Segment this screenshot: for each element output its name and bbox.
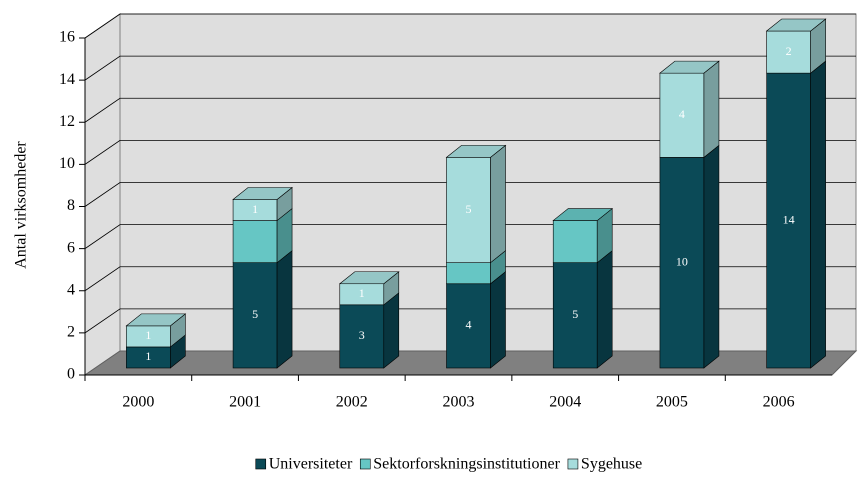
- data-label: 4: [466, 318, 472, 332]
- x-tick-label: 2005: [656, 394, 688, 411]
- bar-top: [552, 208, 614, 221]
- data-label: 1: [145, 328, 151, 342]
- bar-side: [596, 250, 613, 369]
- bar-side: [703, 60, 720, 158]
- legend-label: Sygehuse: [581, 456, 642, 473]
- data-label: 5: [466, 202, 472, 216]
- grid-line: [84, 13, 856, 39]
- legend-label: Sektorforskningsinstitutioner: [373, 456, 560, 473]
- y-tick-label: 4: [67, 281, 75, 298]
- legend-swatch: [359, 458, 371, 470]
- legend-label: Universiteter: [269, 456, 353, 473]
- bar-top: [125, 313, 187, 327]
- bar-top: [338, 271, 400, 285]
- y-tick-label: 16: [59, 29, 75, 46]
- bar-segment: [446, 157, 491, 263]
- y-tick-label: 8: [67, 197, 75, 214]
- data-label: 4: [679, 107, 685, 121]
- data-label: 1: [359, 286, 365, 300]
- data-label: 10: [676, 254, 688, 268]
- legend: Universiteter Sektorforskningsinstitution…: [255, 456, 642, 473]
- bar-segment: [339, 304, 385, 369]
- y-tick-label: 10: [59, 155, 75, 172]
- bar-segment: [766, 72, 811, 369]
- bar-side: [490, 144, 506, 264]
- x-tick-label: 2006: [763, 394, 795, 411]
- bar-segment: [446, 283, 491, 369]
- bar-top: [445, 145, 507, 158]
- bar-segment: [232, 220, 278, 263]
- bar-side: [383, 292, 400, 369]
- y-tick-label: 12: [59, 113, 75, 130]
- y-tick-label: 2: [67, 324, 75, 341]
- grid-line: [84, 182, 856, 207]
- bar-side: [490, 271, 506, 369]
- data-label: 5: [572, 307, 578, 321]
- bar-side: [810, 60, 826, 369]
- bar-segment: [552, 220, 598, 263]
- bar-top: [232, 187, 293, 200]
- bar-segment: [446, 262, 491, 285]
- x-tick-label: 2000: [122, 394, 154, 411]
- data-label: 3: [359, 328, 365, 342]
- x-tick-label: 2004: [549, 394, 581, 411]
- bar-segment: [659, 157, 705, 369]
- data-label: 1: [145, 349, 151, 363]
- x-tick-label: 2001: [229, 394, 261, 411]
- bar-segment: [232, 262, 278, 369]
- y-tick-label: 14: [59, 71, 75, 88]
- grid-line: [84, 139, 856, 165]
- bar-segment: [552, 262, 598, 369]
- y-tick-label: 0: [67, 366, 75, 383]
- x-tick-label: 2002: [336, 394, 368, 411]
- data-label: 5: [252, 307, 258, 321]
- bar-side: [276, 250, 293, 369]
- x-tick-label: 2003: [443, 394, 475, 411]
- data-label: 2: [786, 44, 792, 58]
- bar-top: [765, 18, 827, 32]
- grid-line: [84, 97, 856, 123]
- legend-swatch: [255, 458, 267, 470]
- grid-line: [84, 55, 856, 81]
- y-tick-label: 6: [67, 239, 75, 256]
- bar-side: [703, 144, 720, 369]
- y-axis-title: Antal virksomheder: [13, 141, 30, 269]
- data-label: 14: [783, 212, 795, 226]
- data-label: 1: [252, 202, 258, 216]
- legend-swatch: [567, 458, 579, 470]
- bar-top: [659, 60, 720, 74]
- bar-segment: [766, 30, 811, 74]
